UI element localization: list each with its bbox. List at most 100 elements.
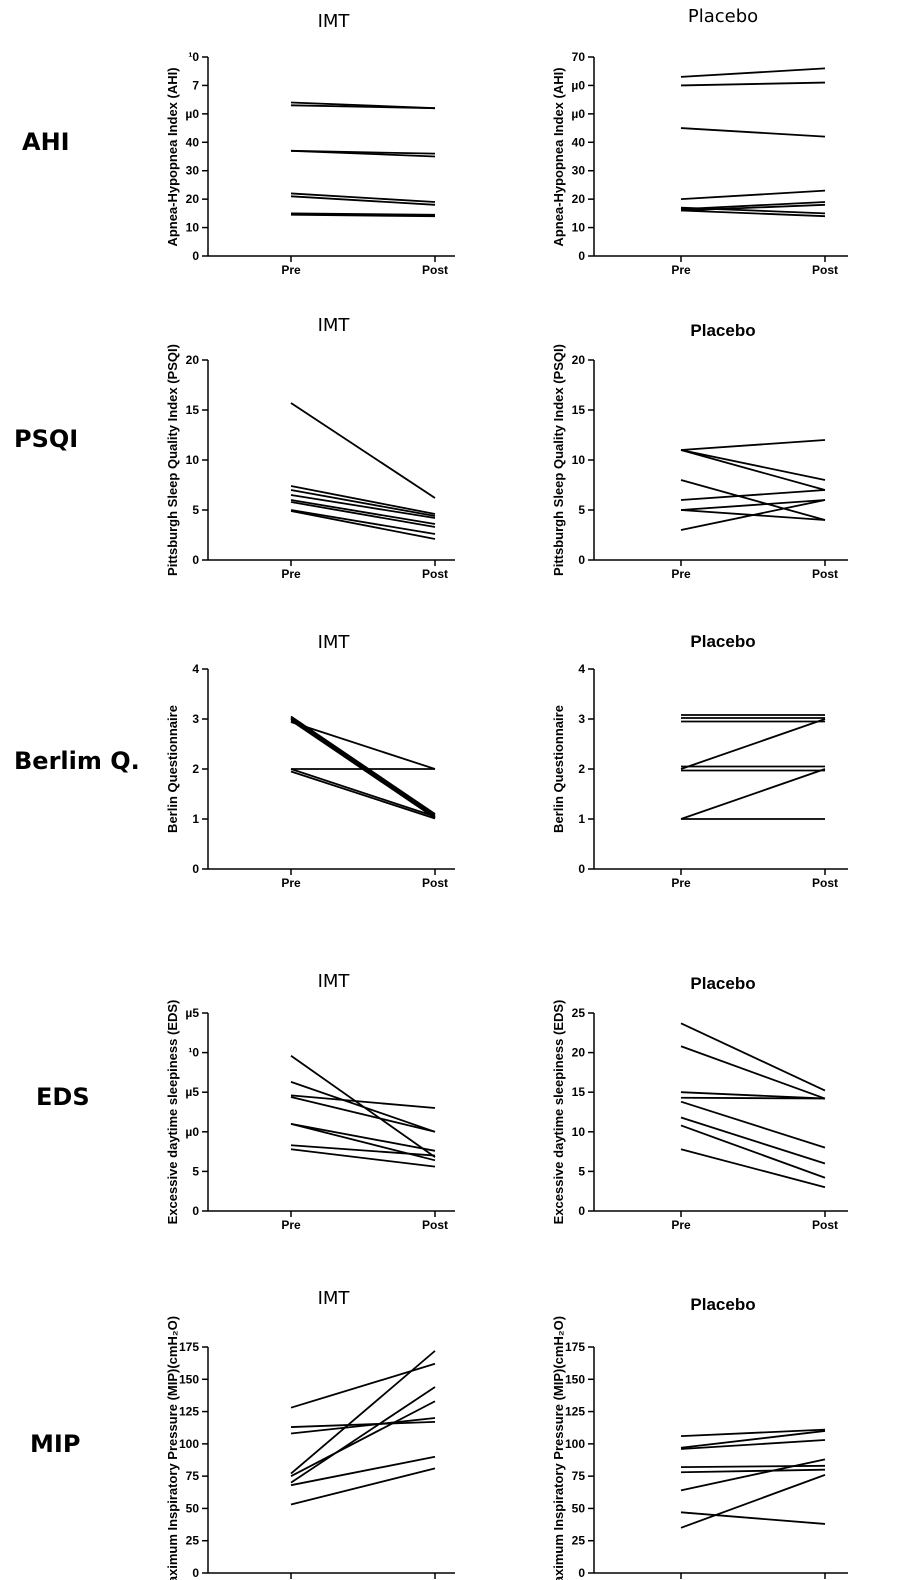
subject-line [680, 1468, 826, 1474]
y-tick-label: 1 [192, 812, 199, 826]
chart-title: IMT [318, 971, 351, 992]
y-tick-label: 75 [186, 1469, 200, 1483]
y-tick-label: 20 [572, 192, 586, 206]
y-axis-label: Excessive daytime sleepiness (EDS) [165, 1000, 180, 1225]
y-tick-label: 70 [572, 50, 586, 64]
subject-line [680, 718, 826, 770]
y-tick-label: 2 [578, 762, 585, 776]
subject-line [290, 212, 436, 216]
y-tick-label: 20 [572, 353, 586, 367]
y-tick-label: 0 [192, 553, 199, 567]
subject-line [680, 1091, 826, 1100]
y-tick-label: 125 [565, 1405, 585, 1419]
subject-line [680, 1458, 826, 1492]
subject-line [680, 439, 826, 451]
y-tick-label: µ5 [185, 1006, 199, 1020]
y-axis-label: Apnea-Hypopnea Index (AHI) [551, 67, 566, 246]
subject-line [290, 1400, 436, 1477]
y-tick-label: 5 [192, 503, 199, 517]
y-tick-label: 10 [572, 1125, 586, 1139]
chart-title: Placebo [690, 974, 755, 993]
y-tick-label: 10 [186, 453, 200, 467]
y-tick-label: 0 [578, 862, 585, 876]
chart-ahi-placebo: Placebo 0 10 20 30 40 µ0 µ0 70 Pre Post Apnea-Hypop… [551, 6, 848, 277]
subject-line [290, 489, 436, 517]
y-tick-label: µ0 [185, 107, 199, 121]
y-tick-label: 15 [572, 403, 586, 417]
y-tick-label: 100 [565, 1437, 585, 1451]
subject-line [290, 501, 436, 528]
subject-line [290, 509, 436, 535]
x-tick-label: Post [812, 567, 838, 581]
y-tick-label: 10 [186, 221, 200, 235]
chart-ahi-imt: IMT 0 10 20 30 40 µ0 7 ¹0 Pre Post Apnea-Hypopnea I… [165, 11, 455, 277]
x-tick-label: Post [812, 1218, 838, 1232]
y-tick-label: 3 [578, 712, 585, 726]
subject-line [680, 189, 826, 201]
row-label-mip: MIP [30, 1430, 80, 1458]
x-tick-label: Pre [281, 1218, 301, 1232]
subject-line [680, 499, 826, 531]
subject-line [290, 402, 436, 499]
subject-line [680, 449, 826, 481]
chart-title: Placebo [688, 6, 758, 27]
y-tick-label: 175 [565, 1340, 585, 1354]
y-tick-label: 0 [192, 249, 199, 263]
subject-line [290, 104, 436, 110]
subject-line [290, 1094, 436, 1109]
y-tick-label: 4 [192, 662, 199, 676]
subject-line [680, 479, 826, 521]
y-tick-label: 10 [572, 221, 586, 235]
subject-line [290, 1144, 436, 1157]
subject-line [290, 1350, 436, 1475]
subject-line [290, 213, 436, 218]
subject-line [290, 1421, 436, 1428]
subject-line [680, 1430, 826, 1449]
row-labels: AHI PSQI Berlim Q. EDS MIP [14, 128, 140, 1458]
row-label-eds: EDS [36, 1083, 90, 1111]
x-tick-label: Post [422, 567, 448, 581]
x-tick-label: Pre [671, 1218, 691, 1232]
subject-line [290, 494, 436, 519]
y-tick-label: 20 [186, 353, 200, 367]
subject-line [680, 768, 826, 820]
subject-line [290, 1417, 436, 1435]
chart-eds-placebo: Placebo 0 5 10 15 20 25 Pre Post Excessive daytim… [551, 974, 848, 1232]
subject-line [290, 1081, 436, 1133]
subject-line [680, 1439, 826, 1450]
subject-line [290, 1386, 436, 1484]
subject-line [680, 203, 826, 212]
y-tick-label: 25 [186, 1534, 200, 1548]
subject-line [680, 1428, 826, 1438]
y-tick-label: 1 [578, 812, 585, 826]
x-tick-label: Pre [281, 876, 301, 890]
y-tick-label: 4 [578, 662, 585, 676]
chart-title: IMT [318, 11, 351, 32]
subject-line [680, 1116, 826, 1165]
y-tick-label: 3 [192, 712, 199, 726]
x-tick-label: Post [812, 263, 838, 277]
subject-line [290, 149, 436, 158]
subject-line [680, 206, 826, 215]
y-tick-label: 40 [572, 135, 586, 149]
y-tick-label: µ0 [185, 1125, 199, 1139]
y-tick-label: µ0 [571, 78, 585, 92]
row-label-ahi: AHI [22, 128, 70, 156]
y-tick-label: 30 [186, 164, 200, 178]
y-tick-label: 40 [186, 135, 200, 149]
chart-mip-imt: IMT0255075100125150175PrePostMaximum Ins… [165, 1288, 455, 1580]
row-label-berlin: Berlim Q. [14, 747, 140, 775]
subject-line [680, 489, 826, 501]
y-tick-label: 0 [192, 1566, 199, 1580]
y-tick-label: 10 [572, 453, 586, 467]
y-axis-label: Pittsburgh Sleep Quality Index (PSQI) [165, 344, 180, 576]
y-axis-label: Berlin Questionnaire [551, 705, 566, 833]
chart-berlin-placebo: Placebo 0 1 2 3 4 Pre Post Berlin Questionnaire [551, 632, 848, 890]
x-tick-label: Post [422, 1218, 448, 1232]
y-tick-label: 20 [186, 192, 200, 206]
y-tick-label: 0 [578, 249, 585, 263]
subject-line [680, 209, 826, 218]
subject-line [290, 1467, 436, 1506]
x-tick-label: Post [422, 876, 448, 890]
